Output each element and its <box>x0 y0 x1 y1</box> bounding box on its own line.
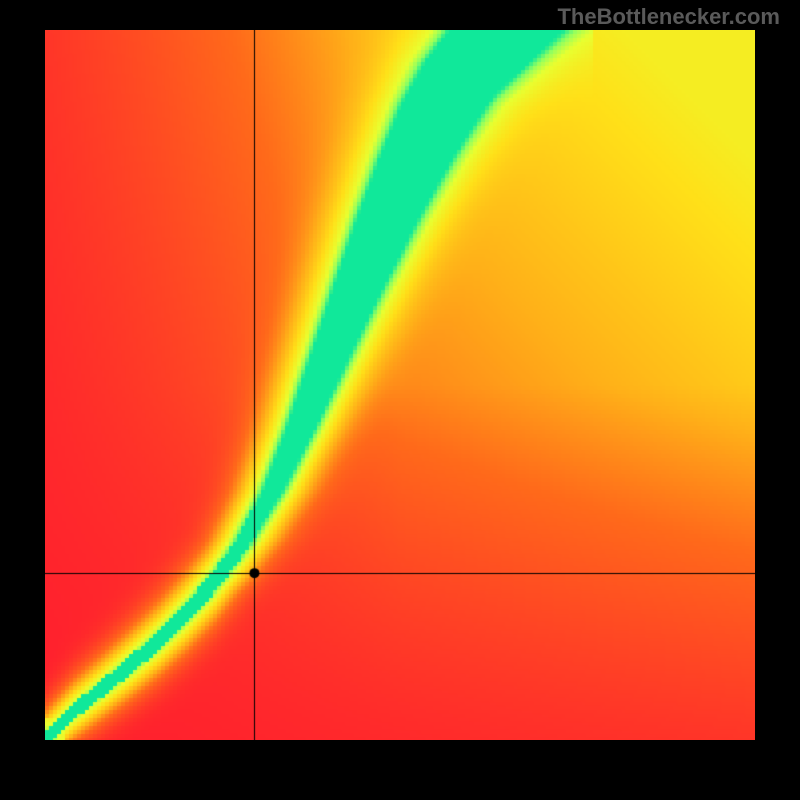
heatmap-plot <box>45 30 755 740</box>
watermark-text: TheBottlenecker.com <box>557 4 780 30</box>
chart-container: TheBottlenecker.com <box>0 0 800 800</box>
